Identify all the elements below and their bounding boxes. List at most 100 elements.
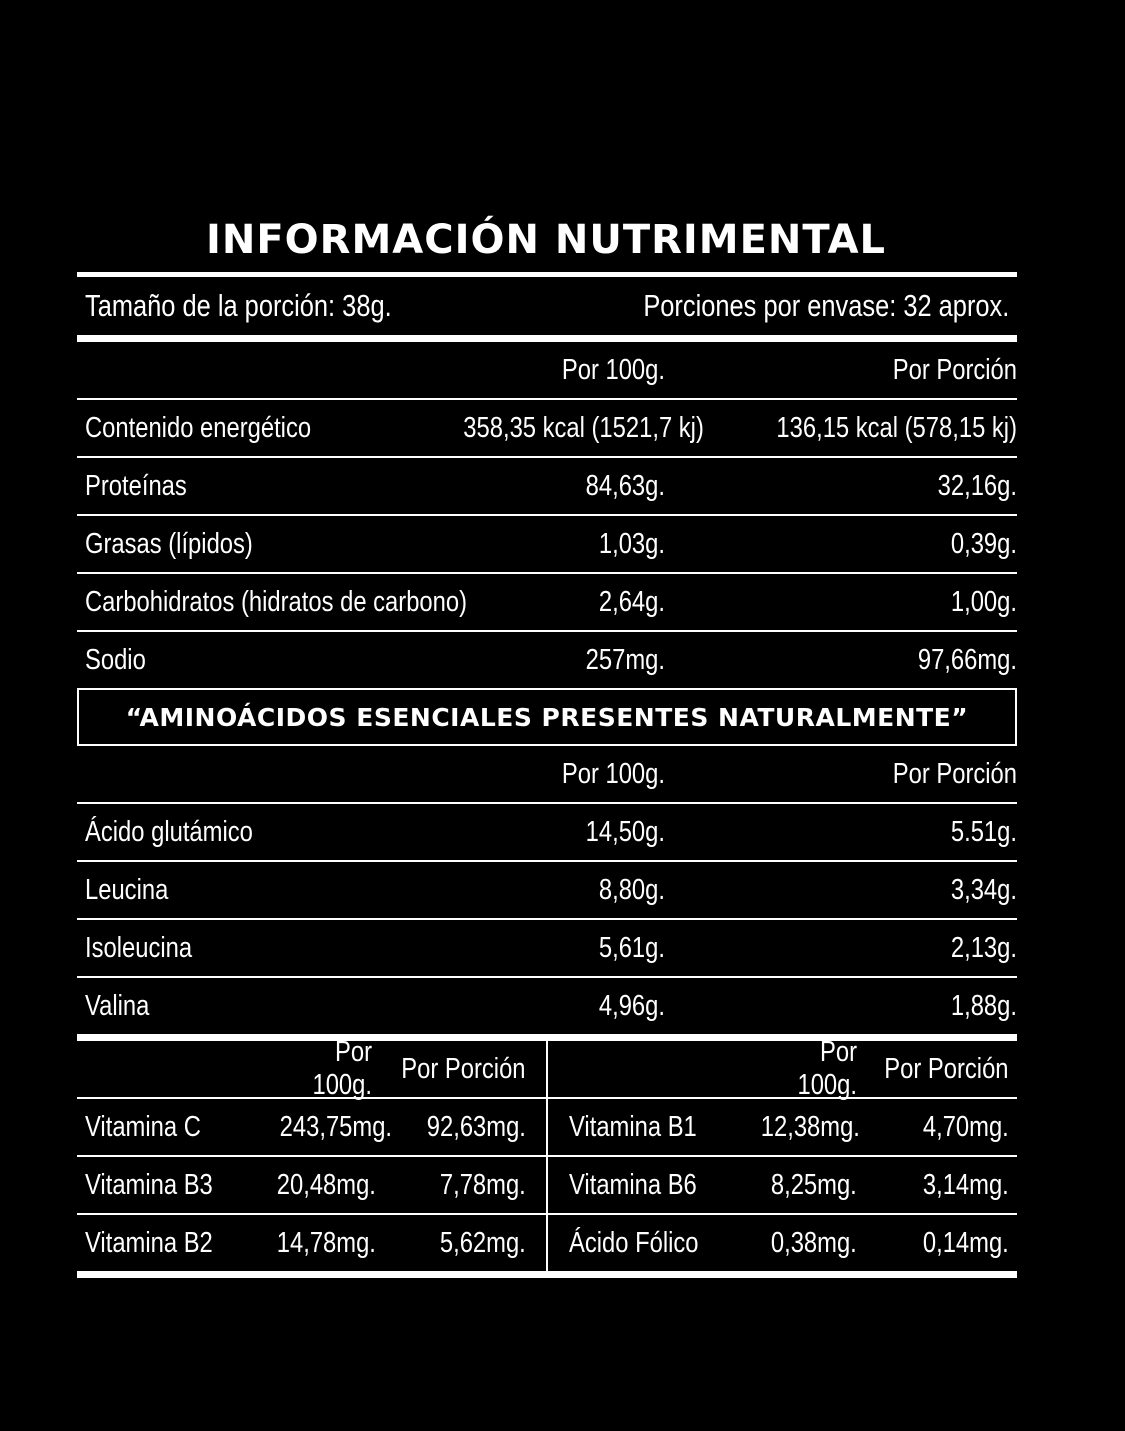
nutrition-header-row: Por 100g. Por Porción: [77, 342, 1017, 398]
vitamins-left: Por 100g. Por Porción Vitamina C 243,75m…: [77, 1036, 546, 1271]
vitamins-right: Por 100g. Por Porción Vitamina B1 12,38m…: [548, 1036, 1017, 1271]
row-label: Vitamina B3: [85, 1168, 213, 1201]
row-rule: [77, 802, 1017, 804]
nutrition-row: Sodio 257mg. 97,66mg.: [77, 632, 1017, 688]
nutrition-row: Contenido energético 358,35 kcal (1521,7…: [77, 400, 1017, 456]
row-rule: [77, 1155, 546, 1157]
nutrition-table: Tamaño de la porción: 38g. Porciones por…: [77, 272, 1017, 1278]
row-per-serving: 92,63mg.: [426, 1110, 526, 1143]
vitamin-row: Vitamina C 243,75mg. 92,63mg.: [77, 1099, 546, 1155]
row-rule: [548, 1097, 1017, 1099]
row-per-100g: 14,50g.: [585, 815, 665, 848]
row-label: Vitamina C: [85, 1110, 201, 1143]
row-per-serving: 3,34g.: [950, 873, 1017, 906]
row-rule: [77, 398, 1017, 400]
header-per-serving: Por Porción: [892, 353, 1017, 386]
row-per-serving: 7,78mg.: [440, 1168, 526, 1201]
row-per-100g: 84,63g.: [585, 469, 665, 502]
row-per-100g: 14,78mg.: [276, 1226, 376, 1259]
vitamin-row: Vitamina B3 20,48mg. 7,78mg.: [77, 1157, 546, 1213]
row-per-100g: 243,75mg.: [279, 1110, 393, 1143]
row-rule: [77, 514, 1017, 516]
servings-per-container: Porciones por envase: 32 aprox.: [643, 288, 1009, 323]
nutrition-row: Grasas (lípidos) 1,03g. 0,39g.: [77, 516, 1017, 572]
bottom-rule: [77, 1271, 1017, 1278]
row-per-100g: 20,48mg.: [276, 1168, 376, 1201]
row-rule: [548, 1155, 1017, 1157]
row-per-100g: 12,38mg.: [760, 1110, 860, 1143]
row-label: Carbohidratos (hidratos de carbono): [85, 585, 468, 618]
row-per-100g: 8,80g.: [598, 873, 665, 906]
amino-row: Valina 4,96g. 1,88g.: [77, 978, 1017, 1034]
nutrition-row: Carbohidratos (hidratos de carbono) 2,64…: [77, 574, 1017, 630]
amino-header-row: Por 100g. Por Porción: [77, 746, 1017, 802]
row-label: Grasas (lípidos): [85, 527, 253, 560]
row-label: Isoleucina: [85, 931, 193, 964]
row-per-serving: 0,39g.: [950, 527, 1017, 560]
row-label: Sodio: [85, 643, 146, 676]
serving-row: Tamaño de la porción: 38g. Porciones por…: [77, 277, 1017, 335]
row-per-serving: 0,14mg.: [923, 1226, 1009, 1259]
row-per-serving: 97,66mg.: [917, 643, 1017, 676]
row-rule: [77, 572, 1017, 574]
row-per-serving: 2,13g.: [950, 931, 1017, 964]
header-per-serving: Por Porción: [884, 1052, 1009, 1085]
serving-size: Tamaño de la porción: 38g.: [85, 288, 392, 323]
row-per-100g: 8,25mg.: [771, 1168, 857, 1201]
vitamin-row: Vitamina B2 14,78mg. 5,62mg.: [77, 1215, 546, 1271]
row-per-100g: 1,03g.: [598, 527, 665, 560]
row-per-serving: 3,14mg.: [923, 1168, 1009, 1201]
row-per-serving: 1,88g.: [950, 989, 1017, 1022]
row-per-100g: 4,96g.: [598, 989, 665, 1022]
row-rule: [77, 976, 1017, 978]
vitamin-row: Ácido Fólico 0,38mg. 0,14mg.: [548, 1215, 1017, 1271]
row-label: Vitamina B2: [85, 1226, 213, 1259]
row-per-serving: 136,15 kcal (578,15 kj): [776, 411, 1017, 444]
row-label: Vitamina B1: [569, 1110, 697, 1143]
row-rule: [548, 1213, 1017, 1215]
nutrition-row: Proteínas 84,63g. 32,16g.: [77, 458, 1017, 514]
row-rule: [77, 918, 1017, 920]
row-per-serving: 1,00g.: [950, 585, 1017, 618]
row-label: Contenido energético: [85, 411, 312, 444]
row-rule: [77, 456, 1017, 458]
row-rule: [77, 1097, 546, 1099]
row-per-100g: 358,35 kcal (1521,7 kj): [463, 411, 704, 444]
vitamin-header-row: Por 100g. Por Porción: [548, 1036, 1017, 1101]
row-label: Proteínas: [85, 469, 187, 502]
header-per-100g: Por 100g.: [561, 757, 665, 790]
vitamin-row: Vitamina B6 8,25mg. 3,14mg.: [548, 1157, 1017, 1213]
amino-heading: “AMINOÁCIDOS ESENCIALES PRESENTES NATURA…: [77, 688, 1017, 746]
column-divider: [546, 1041, 548, 1271]
row-per-100g: 0,38mg.: [771, 1226, 857, 1259]
row-per-100g: 5,61g.: [598, 931, 665, 964]
amino-row: Ácido glutámico 14,50g. 5.51g.: [77, 804, 1017, 860]
row-label: Vitamina B6: [569, 1168, 697, 1201]
amino-row: Isoleucina 5,61g. 2,13g.: [77, 920, 1017, 976]
divider-heavy: [77, 1034, 1017, 1041]
row-per-serving: 32,16g.: [937, 469, 1017, 502]
row-rule: [77, 1213, 546, 1215]
top-rule: [77, 272, 1017, 277]
row-label: Valina: [85, 989, 150, 1022]
row-rule: [77, 860, 1017, 862]
header-per-100g: Por 100g.: [797, 1036, 857, 1101]
row-label: Ácido Fólico: [569, 1226, 699, 1259]
row-per-serving: 4,70mg.: [923, 1110, 1009, 1143]
header-per-serving: Por Porción: [401, 1052, 526, 1085]
header-per-100g: Por 100g.: [561, 353, 665, 386]
row-per-100g: 257mg.: [585, 643, 665, 676]
row-label: Ácido glutámico: [85, 815, 253, 848]
row-rule: [77, 630, 1017, 632]
row-per-serving: 5.51g.: [950, 815, 1017, 848]
page-title: INFORMACIÓN NUTRIMENTAL: [205, 217, 887, 263]
row-per-serving: 5,62mg.: [440, 1226, 526, 1259]
amino-row: Leucina 8,80g. 3,34g.: [77, 862, 1017, 918]
divider-heavy: [77, 335, 1017, 342]
vitamin-row: Vitamina B1 12,38mg. 4,70mg.: [548, 1099, 1017, 1155]
row-per-100g: 2,64g.: [598, 585, 665, 618]
header-per-100g: Por 100g.: [312, 1036, 372, 1101]
row-label: Leucina: [85, 873, 169, 906]
header-per-serving: Por Porción: [892, 757, 1017, 790]
vitamin-header-row: Por 100g. Por Porción: [77, 1036, 546, 1101]
